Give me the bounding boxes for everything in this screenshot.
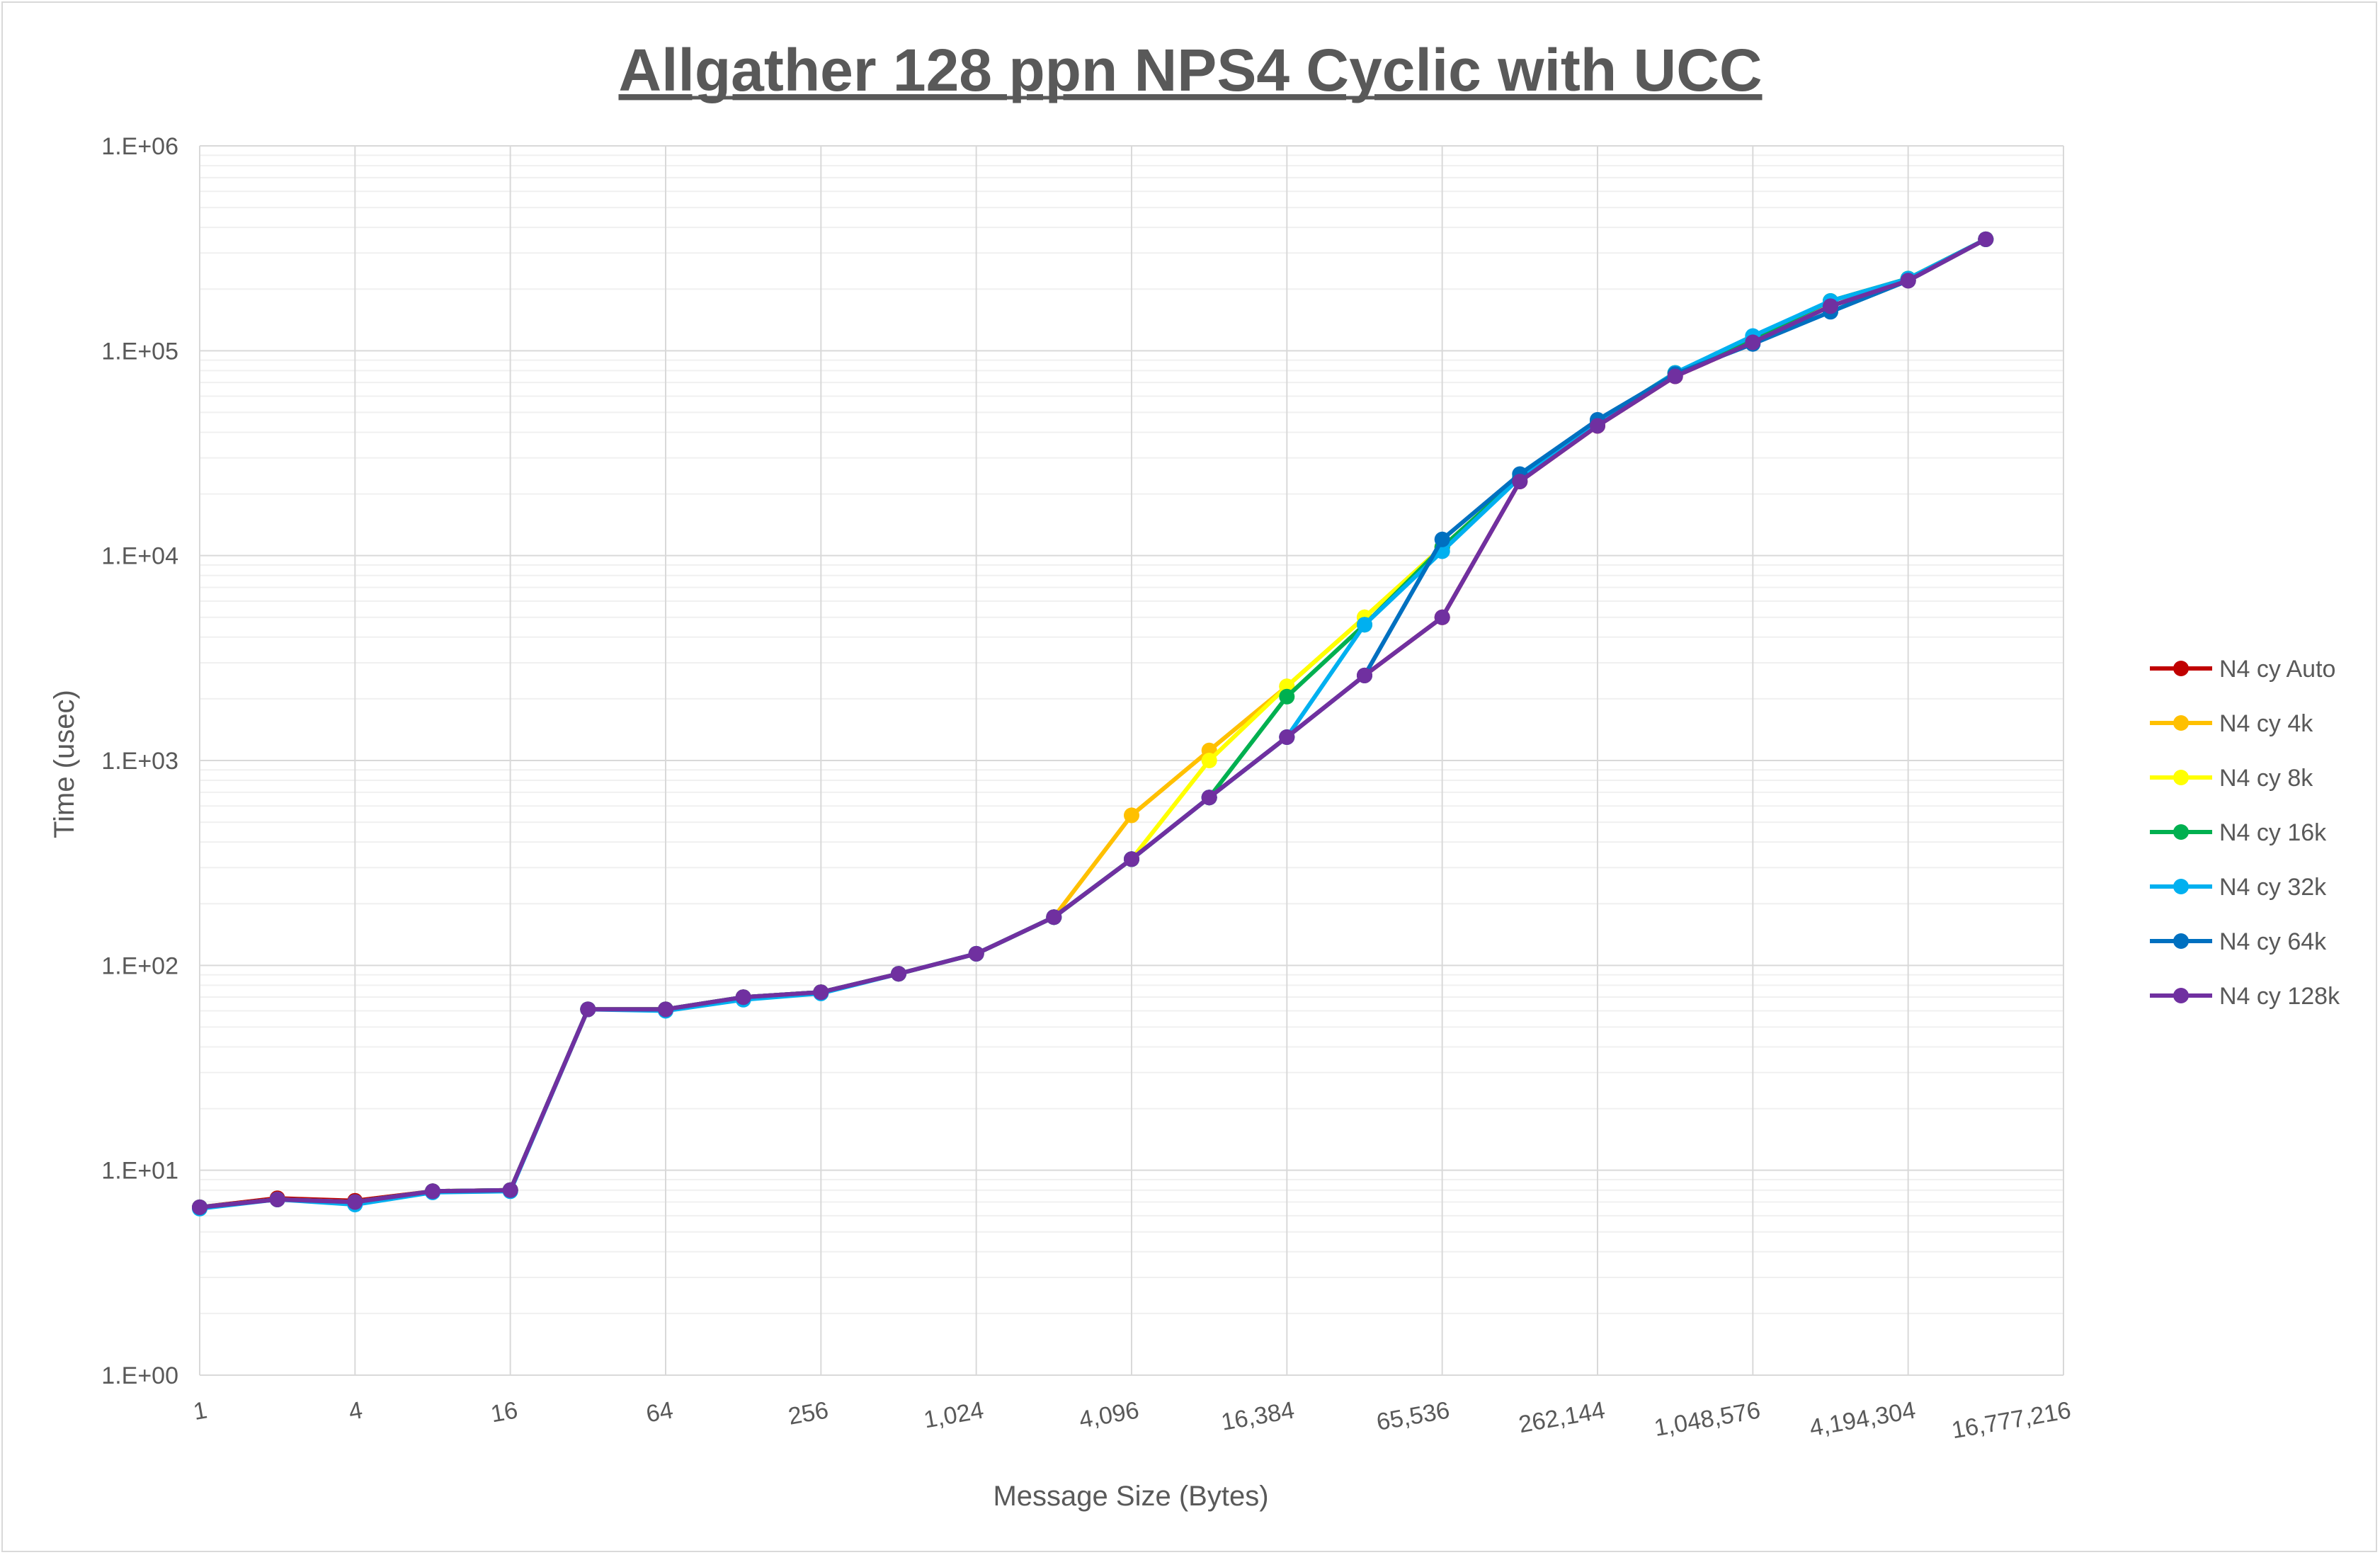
- legend-swatch-marker: [2173, 824, 2189, 840]
- chart-title: Allgather 128 ppn NPS4 Cyclic with UCC: [618, 37, 1762, 103]
- x-tick-label: 64: [644, 1396, 676, 1428]
- data-point: [735, 989, 751, 1006]
- x-tick-label: 4: [346, 1396, 364, 1425]
- x-tick-label: 4,194,304: [1807, 1396, 1918, 1442]
- y-tick-label: 1.E+02: [101, 952, 178, 979]
- grid-layer: [199, 145, 2064, 1376]
- data-point: [1201, 753, 1217, 768]
- legend-layer: N4 cy Auto N4 cy 4k N4 cy 8k N4 cy 16k N4 cy…: [2150, 656, 2340, 1010]
- x-tick-label: 1,024: [922, 1396, 986, 1433]
- series-group: [192, 231, 1994, 1217]
- x-tick-label: 16: [489, 1396, 520, 1428]
- data-point: [502, 1182, 518, 1198]
- data-point: [968, 945, 984, 962]
- data-point: [1590, 418, 1605, 434]
- series-group: [192, 231, 1994, 1215]
- data-point: [1434, 609, 1450, 625]
- legend-swatch-marker: [2173, 933, 2189, 949]
- series-line: [198, 237, 1988, 1209]
- x-axis-label: Message Size (Bytes): [993, 1481, 1268, 1512]
- legend-label: N4 cy 4k: [2219, 710, 2313, 737]
- legend-swatch-marker: [2173, 661, 2189, 676]
- data-point: [1279, 729, 1295, 745]
- legend-label: N4 cy 128k: [2219, 983, 2340, 1010]
- y-tick-label: 1.E+04: [101, 543, 178, 570]
- x-tick-label: 16,777,216: [1949, 1396, 2073, 1444]
- legend-swatch-marker: [2173, 715, 2189, 731]
- legend-label: N4 cy Auto: [2219, 656, 2335, 683]
- series-group: [192, 231, 1994, 1215]
- x-tick-label: 1,048,576: [1652, 1396, 1763, 1442]
- y-axis-label: Time (usec): [49, 690, 80, 838]
- chart-svg: 1.E+00 1.E+01 1.E+02 1.E+03 1.E+04 1.E+05 1.E+…: [49, 37, 2340, 1512]
- data-point: [425, 1183, 440, 1200]
- series-line: [198, 237, 1988, 1209]
- series-group: [192, 231, 1994, 1215]
- legend-item: N4 cy 32k: [2150, 874, 2327, 901]
- y-tick-label: 1.E+06: [101, 133, 178, 160]
- data-point: [658, 1001, 673, 1018]
- y-tick-label: 1.E+01: [101, 1158, 178, 1185]
- y-tick-label: 1.E+05: [101, 338, 178, 365]
- data-point: [1124, 851, 1139, 867]
- data-point: [1900, 273, 1916, 289]
- legend-item: N4 cy 8k: [2150, 765, 2313, 792]
- legend-item: N4 cy 16k: [2150, 819, 2327, 846]
- x-tick-label: 4,096: [1077, 1396, 1141, 1433]
- data-point: [347, 1194, 363, 1210]
- data-point: [1823, 298, 1838, 314]
- legend-label: N4 cy 64k: [2219, 928, 2327, 955]
- series-line: [198, 237, 1988, 1211]
- series-line: [198, 237, 1988, 1209]
- data-point: [1201, 790, 1217, 806]
- legend-item: N4 cy 128k: [2150, 983, 2340, 1010]
- series-line: [198, 237, 1988, 1209]
- data-point: [813, 984, 829, 1001]
- data-point: [1978, 231, 1994, 247]
- series-line: [198, 237, 1988, 1209]
- legend-item: N4 cy 4k: [2150, 710, 2313, 737]
- legend-swatch-marker: [2173, 988, 2189, 1003]
- series-group: [192, 231, 1994, 1215]
- data-point: [1046, 909, 1062, 925]
- data-point: [1512, 474, 1528, 489]
- data-point: [1279, 688, 1295, 705]
- data-point: [580, 1001, 596, 1018]
- legend-label: N4 cy 32k: [2219, 874, 2327, 901]
- data-point: [891, 966, 906, 982]
- legend-label: N4 cy 8k: [2219, 765, 2313, 792]
- series-line: [198, 237, 1988, 1209]
- data-point: [1667, 368, 1683, 385]
- x-tick-label: 262,144: [1517, 1396, 1607, 1438]
- legend-swatch-marker: [2173, 879, 2189, 894]
- data-point: [192, 1199, 207, 1215]
- data-point: [1745, 334, 1761, 351]
- series-layer: [192, 231, 1994, 1217]
- y-tick-label: 1.E+00: [101, 1362, 178, 1389]
- legend-label: N4 cy 16k: [2219, 819, 2327, 846]
- legend-swatch-marker: [2173, 770, 2189, 785]
- x-tick-label: 256: [786, 1396, 830, 1430]
- x-tick-label: 16,384: [1219, 1396, 1297, 1435]
- y-tick-label: 1.E+03: [101, 748, 178, 775]
- data-point: [1357, 617, 1372, 633]
- legend-item: N4 cy Auto: [2150, 656, 2335, 683]
- x-tick-label: 1: [191, 1396, 209, 1425]
- series-group: [192, 231, 1994, 1215]
- x-tick-label: 65,536: [1374, 1396, 1452, 1435]
- data-point: [269, 1191, 285, 1207]
- data-point: [1357, 667, 1372, 683]
- data-point: [1434, 531, 1450, 547]
- legend-item: N4 cy 64k: [2150, 928, 2327, 955]
- series-group: [192, 231, 1994, 1215]
- data-point: [1124, 807, 1139, 824]
